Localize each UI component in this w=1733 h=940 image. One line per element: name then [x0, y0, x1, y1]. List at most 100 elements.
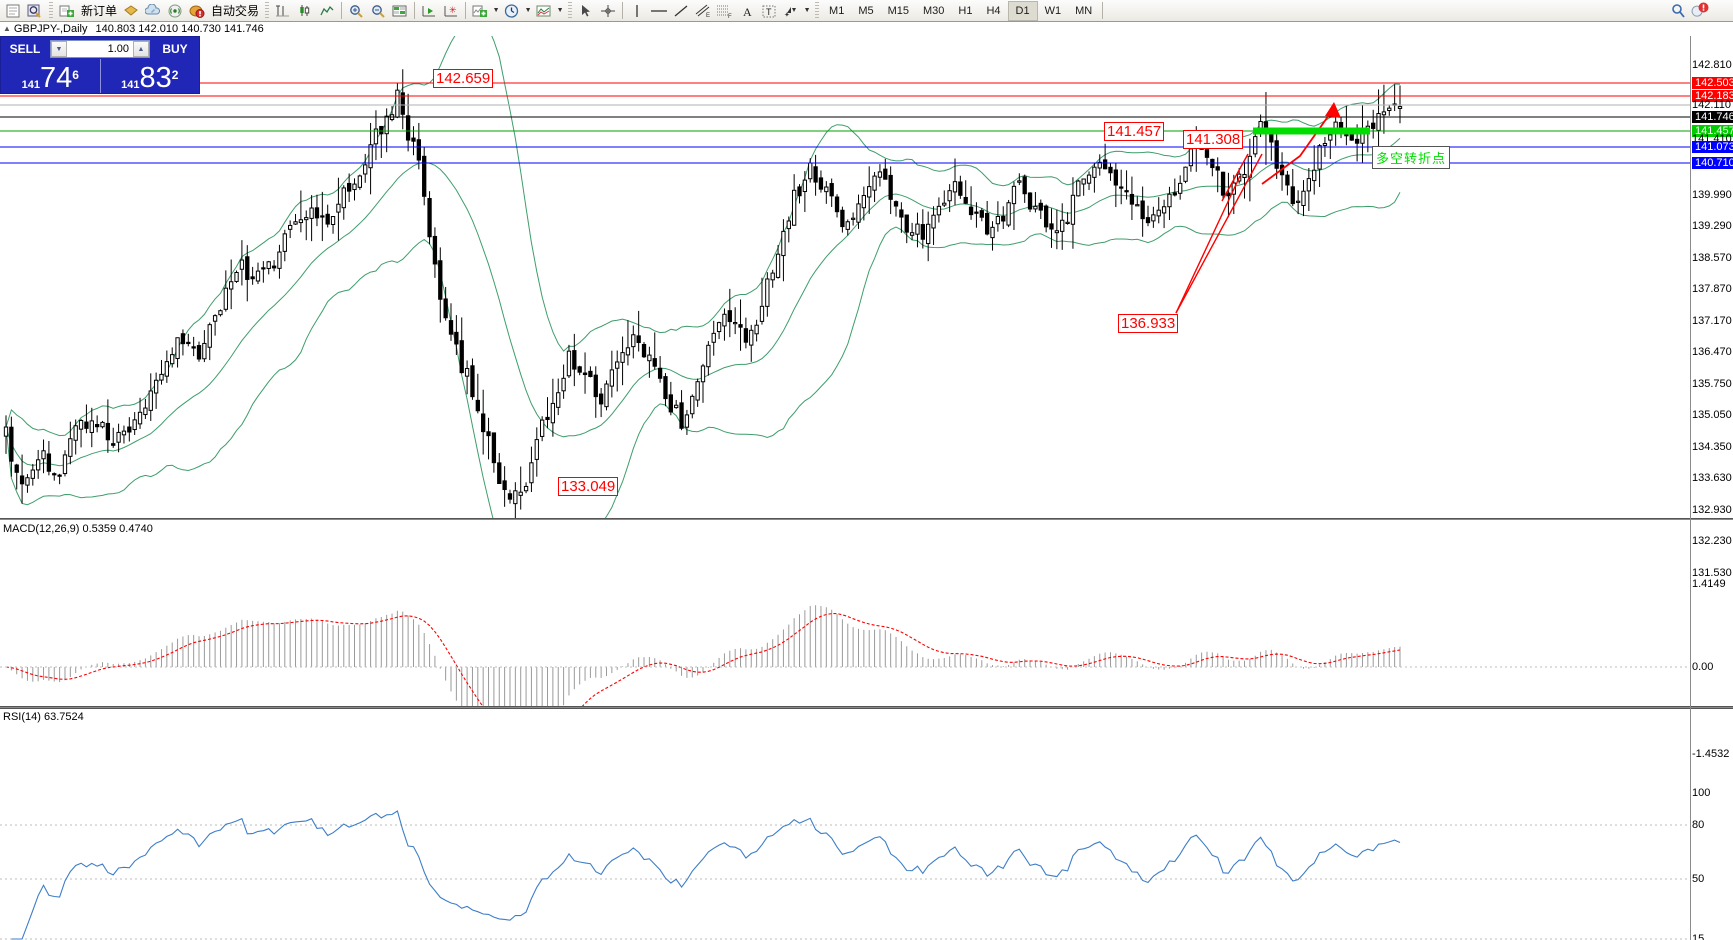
autotrading-icon[interactable]: [186, 1, 208, 21]
annot-136933[interactable]: 136.933: [1118, 314, 1179, 333]
arrows-icon[interactable]: ✦: [780, 1, 802, 21]
price-axis-tick: 132.230: [1692, 535, 1732, 547]
tab-timeframe-mn[interactable]: MN: [1075, 4, 1093, 17]
metaeditor-icon[interactable]: [120, 1, 142, 21]
cn-note[interactable]: 多空转折点: [1372, 146, 1451, 169]
tab-timeframe-h4[interactable]: H4: [986, 4, 1001, 17]
profiles-icon[interactable]: [24, 1, 46, 21]
annot-141308[interactable]: 141.308: [1183, 130, 1244, 149]
autotrading-label[interactable]: 自动交易: [211, 4, 260, 18]
toolbar-grip[interactable]: [49, 2, 53, 19]
price-axis-tick: 134.350: [1692, 441, 1732, 453]
auto-scroll-icon[interactable]: [418, 1, 440, 21]
buy-button[interactable]: BUY: [162, 42, 188, 56]
expert-advisors-icon[interactable]: [142, 1, 164, 21]
candle-body: [186, 341, 191, 345]
chart-shift-icon[interactable]: ✳: [440, 1, 462, 21]
tab-timeframe-m5[interactable]: M5: [858, 4, 874, 17]
candle-body: [196, 345, 202, 360]
fibonacci-icon[interactable]: F: [714, 1, 736, 21]
text-icon[interactable]: A: [736, 1, 758, 21]
volume-down-stepper[interactable]: ▼: [51, 41, 67, 57]
candle-body: [936, 205, 942, 216]
volume-value[interactable]: 1.00: [107, 43, 129, 55]
candlestick-chart-icon[interactable]: [294, 1, 316, 21]
rsi-pane[interactable]: [0, 712, 1733, 940]
crosshair-icon[interactable]: [597, 1, 619, 21]
text-label-icon[interactable]: T: [758, 1, 780, 21]
price-axis-tick: 100: [1692, 787, 1711, 799]
trade-panel[interactable]: SELL ▼ 1.00 ▲ BUY 141 74 6 141 83 2: [0, 36, 200, 94]
buy-price-main: 83: [139, 62, 172, 94]
line-chart-icon[interactable]: [316, 1, 338, 21]
candle-body: [877, 171, 883, 178]
pane-separator-2[interactable]: [0, 706, 1733, 709]
volume-up-stepper[interactable]: ▲: [133, 41, 149, 57]
data-window-icon[interactable]: [389, 1, 411, 21]
candle-body: [888, 174, 893, 200]
candle-body: [561, 377, 566, 392]
vertical-line-icon[interactable]: [626, 1, 648, 21]
zoom-in-icon[interactable]: [345, 1, 367, 21]
tab-timeframe-m1[interactable]: M1: [829, 4, 845, 17]
candle-body: [1092, 166, 1097, 178]
price-chart-svg: [0, 36, 1690, 518]
chevron-down-icon-3[interactable]: ▼: [556, 7, 564, 14]
candle-body: [464, 368, 470, 377]
candle-body: [1027, 192, 1033, 210]
annot-142659[interactable]: 142.659: [433, 69, 494, 88]
bar-chart-icon[interactable]: [272, 1, 294, 21]
candle-body: [14, 464, 19, 473]
macd-pane[interactable]: [0, 520, 1733, 708]
zoom-out-icon[interactable]: [367, 1, 389, 21]
candle-body: [1381, 111, 1387, 116]
candle-body: [491, 432, 497, 464]
tab-timeframe-d1[interactable]: D1: [1007, 0, 1038, 21]
new-order-icon[interactable]: [56, 1, 78, 21]
search-icon[interactable]: [1667, 1, 1689, 21]
candle-body: [84, 421, 89, 429]
templates-icon[interactable]: [533, 1, 555, 21]
candle-body: [309, 207, 314, 219]
new-chart-icon[interactable]: [2, 1, 24, 21]
toolbar-grip-2[interactable]: [265, 2, 270, 19]
toolbar-grip-3[interactable]: [568, 2, 573, 19]
sell-button[interactable]: SELL: [9, 42, 41, 56]
new-order-label[interactable]: 新订单: [81, 4, 118, 18]
price-pane[interactable]: [0, 36, 1733, 518]
indicators-icon[interactable]: [469, 1, 491, 21]
tab-timeframe-m30[interactable]: M30: [923, 4, 945, 17]
tab-timeframe-m15[interactable]: M15: [887, 4, 909, 17]
trendline-icon[interactable]: [670, 1, 692, 21]
price-axis-tick: 139.990: [1692, 189, 1732, 201]
buy-price[interactable]: 141 83 2: [101, 59, 200, 93]
toolbar-grip-4[interactable]: [815, 2, 820, 19]
candle-body: [422, 155, 427, 197]
signals-icon[interactable]: [164, 1, 186, 21]
cursor-icon[interactable]: [575, 1, 597, 21]
periodicity-icon[interactable]: [501, 1, 523, 21]
annot-133049[interactable]: 133.049: [558, 477, 619, 496]
annot-141457[interactable]: 141.457: [1104, 122, 1165, 141]
equidistant-channel-icon[interactable]: E: [692, 1, 714, 21]
alerts-icon[interactable]: [1689, 1, 1711, 21]
candle-body: [320, 215, 325, 218]
sell-price[interactable]: 141 74 6: [1, 59, 101, 93]
toolbar-overflow-icon[interactable]: [1711, 1, 1733, 21]
candle-body: [802, 179, 808, 193]
tab-timeframe-w1[interactable]: W1: [1044, 4, 1062, 17]
horizontal-line-icon[interactable]: [648, 1, 670, 21]
chevron-down-icon-2[interactable]: ▼: [524, 7, 532, 14]
price-axis-tick: 133.630: [1692, 472, 1732, 484]
chevron-down-icon-4[interactable]: ▼: [803, 7, 811, 14]
candle-body: [974, 211, 979, 214]
candle-body: [1161, 206, 1167, 214]
volume-input[interactable]: ▼ 1.00 ▲: [50, 40, 150, 58]
candle-body: [968, 206, 974, 216]
chart-area[interactable]: MACD(12,26,9) 0.5359 0.4740 RSI(14) 63.7…: [0, 36, 1733, 940]
tab-timeframe-h1[interactable]: H1: [958, 4, 973, 17]
collapse-triangle-icon[interactable]: ▲: [3, 24, 11, 33]
chevron-down-icon[interactable]: ▼: [492, 7, 500, 14]
candle-body: [293, 221, 298, 225]
toolbar-separator-3: [465, 2, 467, 19]
